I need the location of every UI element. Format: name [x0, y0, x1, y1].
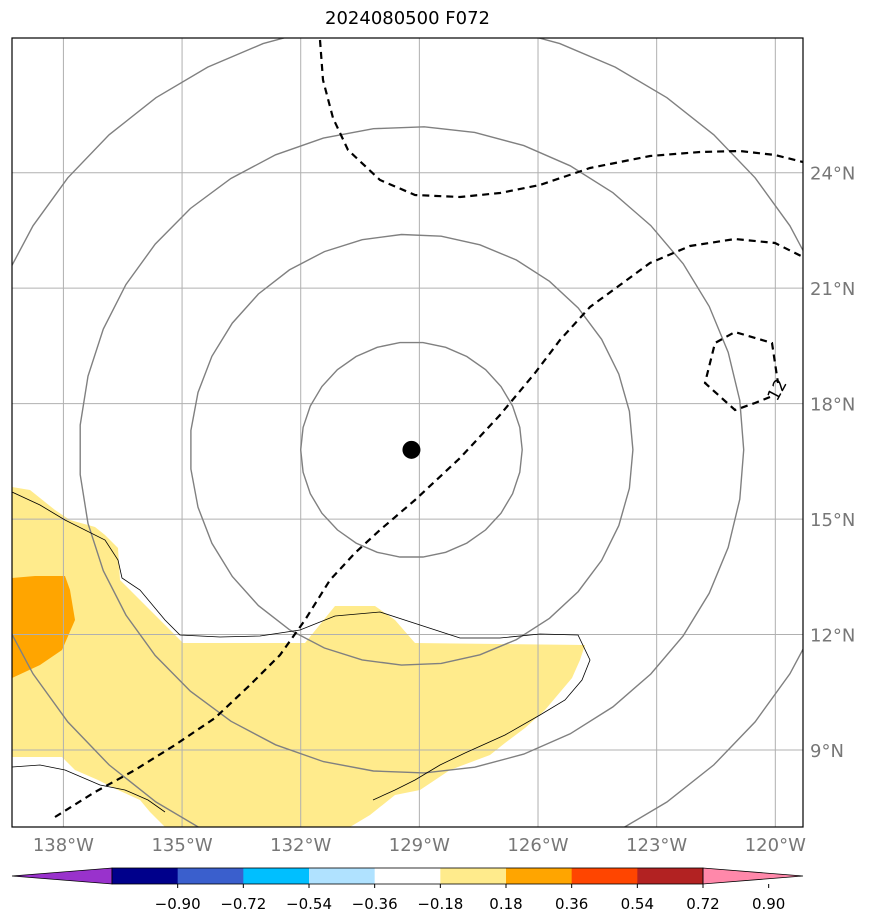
- lat-tick-label: 21°N: [810, 279, 855, 300]
- colorbar-segment: [637, 868, 704, 884]
- colorbar-tick-label: −0.18: [417, 895, 463, 913]
- lat-tick-label: 15°N: [810, 510, 855, 531]
- colorbar-tick-label: −0.90: [155, 895, 201, 913]
- colorbar-segment: [177, 868, 244, 884]
- colorbar-tick-label: −0.72: [220, 895, 266, 913]
- colorbar-frame: [111, 867, 704, 885]
- contour-closed-east: [703, 330, 780, 412]
- colorbar-segment: [440, 868, 507, 884]
- range-ring: [79, 126, 745, 774]
- lon-tick-label: 138°W: [33, 835, 94, 856]
- contour-diagonal: [54, 237, 803, 818]
- lon-tick-label: 129°W: [389, 835, 450, 856]
- map-title: 2024080500 F072: [325, 8, 490, 29]
- plot-frame: [11, 37, 804, 828]
- colorbar-extend-low: [11, 867, 113, 885]
- lat-tick-label: 24°N: [810, 164, 855, 185]
- dashed-contours: [54, 39, 803, 818]
- colorbar: −0.90 −0.72 −0.54 −0.36 −0.18 0.18 0.36 0.54 0.7…: [11, 867, 804, 913]
- contour-label: 12: [764, 376, 792, 404]
- lon-tick-label: 123°W: [626, 835, 687, 856]
- colorbar-tick-label: 0.18: [489, 895, 522, 913]
- contour-north: [318, 39, 803, 199]
- shade-positive-light: [12, 487, 585, 827]
- lon-tick-label: 135°W: [151, 835, 212, 856]
- region-outline: [12, 491, 591, 801]
- range-ring: [299, 341, 523, 558]
- colorbar-tick-label: 0.72: [686, 895, 719, 913]
- lon-tick-label: 126°W: [507, 835, 568, 856]
- lon-tick-label: 120°W: [745, 835, 806, 856]
- colorbar-tick-label: 0.54: [621, 895, 654, 913]
- colorbar-segment: [309, 868, 376, 884]
- colorbar-tick-label: −0.54: [286, 895, 332, 913]
- storm-center-marker: [402, 440, 421, 459]
- lat-tick-label: 18°N: [810, 395, 855, 416]
- colorbar-tick-label: 0.36: [555, 895, 588, 913]
- longitude-tick-labels: 138°W 135°W 132°W 129°W 126°W 123°W 120°W: [33, 835, 806, 856]
- latitude-tick-labels: 9°N 12°N 15°N 18°N 21°N 24°N: [810, 164, 855, 762]
- colorbar-segment: [112, 868, 179, 884]
- colorbar-tick-label: 0.90: [752, 895, 785, 913]
- lat-tick-label: 12°N: [810, 626, 855, 647]
- plot-area: 12: [12, 38, 803, 827]
- lon-tick-label: 132°W: [270, 835, 331, 856]
- range-ring: [12, 38, 803, 827]
- colorbar-segment: [506, 868, 573, 884]
- colorbar-extend-high: [702, 867, 804, 885]
- lat-tick-label: 9°N: [810, 741, 844, 762]
- gridlines: [12, 38, 803, 827]
- colorbar-tick-label: −0.36: [352, 895, 398, 913]
- shade-positive-mid: [12, 576, 75, 678]
- colorbar-segment: [243, 868, 310, 884]
- range-rings: [12, 38, 803, 827]
- colorbar-segment: [571, 868, 638, 884]
- colorbar-segment: [374, 868, 441, 884]
- region-outline-south: [12, 764, 166, 813]
